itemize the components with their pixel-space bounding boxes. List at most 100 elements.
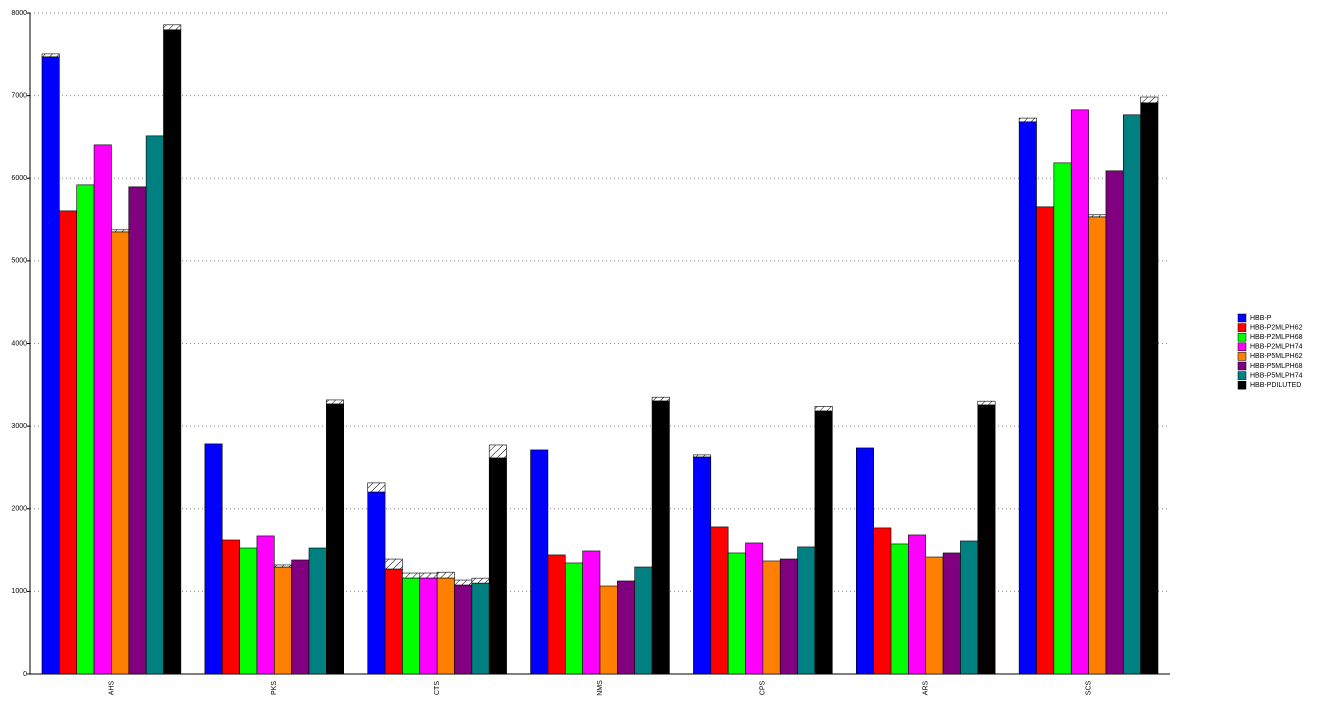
y-tick-label: 5000 (11, 258, 27, 265)
y-tick-label: 6000 (11, 175, 27, 182)
bar (1070, 109, 1089, 675)
bar (530, 449, 549, 675)
bar (454, 584, 473, 675)
x-tick-label: PKS (271, 681, 278, 695)
bar (727, 552, 746, 675)
legend-swatch (1237, 313, 1247, 323)
bar (471, 582, 490, 675)
error-segment (488, 444, 507, 459)
bar (402, 577, 421, 675)
legend-label: HBB-P5MLPH74 (1250, 372, 1303, 379)
bar (93, 144, 112, 675)
y-tick-label: 4000 (11, 340, 27, 347)
bar (239, 547, 258, 675)
bar (547, 554, 566, 675)
bar (1088, 216, 1107, 675)
error-segment (41, 53, 60, 58)
bar (942, 552, 961, 675)
error-segment (402, 572, 421, 579)
x-tick-label: ARS (923, 680, 930, 695)
bar (779, 558, 798, 675)
error-segment (814, 406, 833, 412)
bar (1140, 102, 1159, 675)
error-segment (436, 571, 455, 579)
legend-label: HBB-PDILUTED (1250, 382, 1301, 389)
bar (419, 577, 438, 675)
bar (488, 457, 507, 675)
error-segment (977, 400, 996, 406)
bar (1018, 121, 1037, 675)
error-segment (367, 482, 386, 493)
bar (651, 400, 670, 675)
bar (291, 559, 310, 675)
y-tick-label: 7000 (11, 92, 27, 99)
error-segment (1088, 214, 1107, 218)
error-segment (454, 579, 473, 586)
x-tick-label: AHS (108, 680, 115, 695)
bar (908, 534, 927, 675)
bar (273, 566, 292, 675)
error-segment (111, 229, 130, 233)
error-segment (419, 572, 438, 579)
legend-swatch (1237, 380, 1247, 390)
error-segment (471, 577, 490, 584)
y-tick-label: 3000 (11, 423, 27, 430)
error-segment (693, 454, 712, 458)
bar (582, 550, 601, 675)
bar (59, 210, 78, 675)
y-tick-label: 8000 (11, 10, 27, 17)
legend-label: HBB-P2MLPH62 (1250, 324, 1303, 331)
error-segment (651, 396, 670, 402)
bar (890, 543, 909, 675)
bar (814, 410, 833, 675)
bar (797, 546, 816, 675)
bar (76, 184, 95, 675)
bar (710, 526, 729, 675)
bar (145, 135, 164, 675)
legend-swatch (1237, 371, 1247, 380)
error-segment (326, 399, 345, 405)
bar (693, 456, 712, 675)
bar (256, 535, 275, 675)
legend-label: HBB-P (1250, 315, 1272, 322)
bar (308, 547, 327, 675)
bar (873, 527, 892, 675)
legend-swatch (1237, 352, 1247, 361)
legend-label: HBB-P2MLPH68 (1250, 334, 1303, 341)
bar (925, 556, 944, 675)
legend-label: HBB-P2MLPH74 (1250, 344, 1303, 351)
error-segment (273, 564, 292, 568)
bar (204, 443, 223, 675)
bar (564, 562, 583, 675)
x-tick-label: CTS (434, 681, 441, 695)
bar (41, 56, 60, 675)
bar (599, 585, 618, 675)
bar (384, 568, 403, 675)
bar (128, 186, 147, 675)
legend-swatch (1237, 361, 1247, 371)
bar (960, 540, 979, 675)
bar (1053, 162, 1072, 675)
bar (977, 404, 996, 675)
y-tick-label: 1000 (11, 588, 27, 595)
bar (367, 491, 386, 675)
x-tick-label: SCS (1085, 680, 1092, 695)
bar (634, 566, 653, 675)
error-segment (384, 558, 403, 570)
error-segment (163, 24, 182, 31)
bar (436, 577, 455, 675)
bar (1036, 206, 1055, 675)
legend-swatch (1237, 332, 1247, 342)
legend-label: HBB-P5MLPH62 (1250, 353, 1303, 360)
bar (617, 580, 636, 675)
error-segment (1018, 117, 1037, 123)
bar (1122, 114, 1141, 675)
x-tick-label: CPS (760, 680, 767, 695)
legend-swatch (1237, 342, 1247, 352)
bar (855, 447, 874, 675)
bar (745, 542, 764, 675)
legend-swatch (1237, 323, 1247, 332)
bar (1105, 170, 1124, 675)
